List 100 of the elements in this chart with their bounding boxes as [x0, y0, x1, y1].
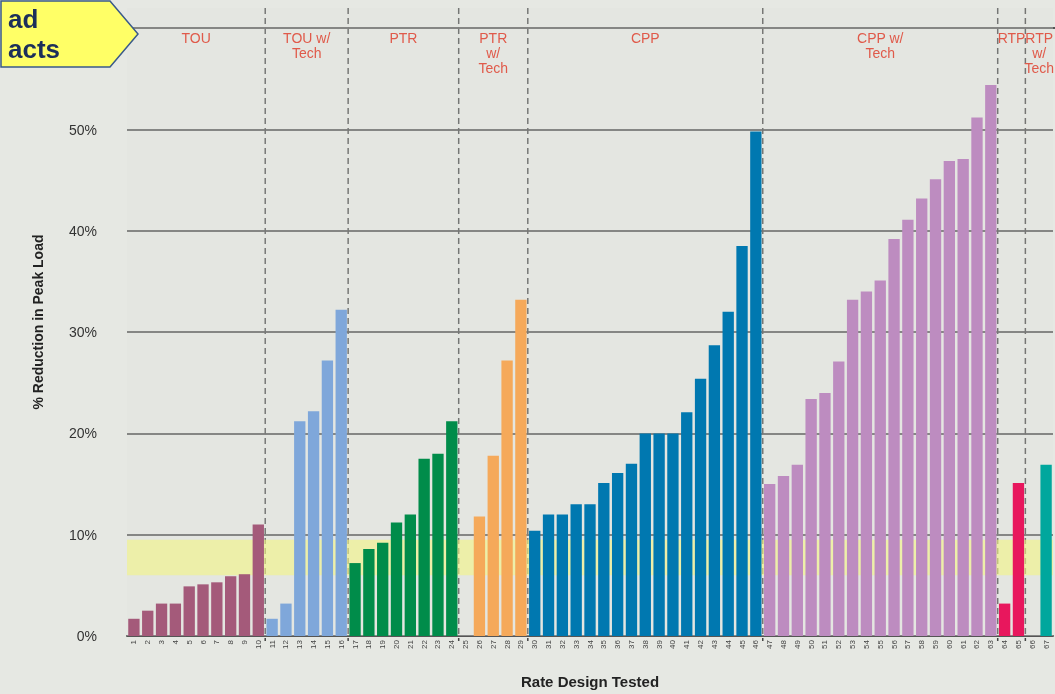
y-axis-title: % Reduction in Peak Load [30, 234, 46, 410]
x-tick-label: 67 [1041, 639, 1051, 649]
x-tick-label: 61 [958, 639, 968, 649]
bar [639, 433, 651, 636]
x-tick-label: 60 [944, 639, 954, 649]
bar [653, 433, 665, 636]
x-tick-label: 7 [212, 639, 222, 645]
bar [128, 618, 140, 636]
bar [805, 398, 817, 636]
x-tick-label: 13 [295, 639, 305, 649]
x-tick-label: 34 [585, 639, 595, 649]
band-label: RTP [997, 29, 1026, 46]
bar [943, 160, 956, 636]
x-tick-label: 16 [336, 639, 346, 649]
x-tick-label: 62 [972, 639, 982, 649]
x-tick-label: 57 [903, 639, 913, 649]
x-axis-title: Rate Design Tested [520, 673, 660, 690]
x-tick-label: 45 [737, 639, 747, 649]
band-label: TOU w/ Tech [283, 29, 331, 61]
bar [280, 603, 292, 636]
x-tick-label: 6 [198, 639, 208, 645]
bar [321, 360, 334, 636]
x-tick-label: 59 [931, 639, 941, 649]
x-tick-label: 26 [474, 639, 484, 649]
x-tick-label: 20 [392, 639, 402, 649]
bar [833, 361, 845, 636]
bar [736, 246, 748, 636]
x-tick-label: 11 [267, 639, 277, 649]
bar [998, 603, 1011, 636]
x-tick-label: 36 [613, 639, 623, 649]
bar [390, 522, 403, 636]
x-tick-label: 55 [875, 639, 885, 649]
x-tick-label: 21 [405, 639, 415, 649]
x-tick-label: 14 [309, 639, 319, 649]
x-tick-label: 17 [350, 639, 360, 649]
x-tick-label: 10 [253, 639, 263, 649]
bar [584, 504, 596, 636]
bar [888, 238, 900, 636]
x-tick-label: 53 [848, 639, 858, 649]
x-tick-label: 46 [751, 639, 761, 649]
y-tick-label: 20% [68, 425, 97, 442]
bar [681, 412, 693, 636]
bar [211, 582, 223, 636]
bar [349, 563, 361, 636]
bar [142, 610, 154, 636]
bar [957, 158, 969, 636]
x-tick-label: 18 [364, 639, 374, 649]
x-tick-label: 8 [226, 639, 236, 645]
bar [750, 131, 762, 636]
bar [432, 453, 444, 636]
bar [598, 483, 610, 636]
bar [874, 280, 886, 636]
bar [335, 309, 347, 636]
bar [708, 345, 721, 636]
x-tick-label: 15 [322, 639, 332, 649]
x-tick-label: 33 [571, 639, 581, 649]
x-tick-label: 66 [1027, 639, 1037, 649]
x-tick-label: 47 [765, 639, 775, 649]
x-tick-label: 63 [986, 639, 996, 649]
bar [252, 524, 264, 636]
band-label: TOU [181, 29, 211, 46]
bar [197, 584, 209, 636]
bar [404, 514, 416, 636]
bar [501, 360, 513, 636]
x-tick-label: 19 [378, 639, 388, 649]
bar [363, 548, 375, 636]
bar [238, 574, 251, 636]
x-tick-label: 9 [239, 639, 249, 645]
bar [1040, 464, 1052, 636]
text: ad acts [8, 4, 61, 64]
bar [307, 411, 320, 636]
y-tick-label: 10% [68, 526, 97, 543]
bar [487, 455, 499, 636]
x-tick-label: 37 [626, 639, 636, 649]
band-label: CPP w/ Tech [857, 29, 904, 61]
x-tick-label: 65 [1013, 639, 1023, 649]
x-tick-label: 44 [723, 639, 733, 649]
x-tick-label: 31 [544, 639, 554, 649]
x-tick-label: 30 [530, 639, 540, 649]
y-tick-label: 0% [76, 628, 97, 644]
x-tick-label: 54 [861, 639, 871, 649]
x-tick-label: 24 [447, 639, 457, 649]
bar [473, 516, 486, 636]
bar [570, 504, 582, 636]
bar [819, 392, 831, 636]
x-tick-label: 50 [806, 639, 816, 649]
y-tick-label: 30% [68, 324, 97, 341]
bar [929, 179, 942, 636]
bar [846, 299, 859, 636]
bar [777, 475, 790, 636]
x-tick-label: 28 [502, 639, 512, 649]
x-tick-label: 49 [792, 639, 802, 649]
x-tick-label: 4 [170, 639, 180, 645]
x-tick-label: 64 [1000, 639, 1010, 649]
x-tick-label: 27 [488, 639, 498, 649]
band-label: CPP [630, 29, 660, 46]
x-tick-label: 43 [709, 639, 719, 649]
bar [902, 219, 914, 636]
x-tick-label: 3 [157, 639, 167, 645]
x-tick-label: 2 [143, 639, 153, 645]
